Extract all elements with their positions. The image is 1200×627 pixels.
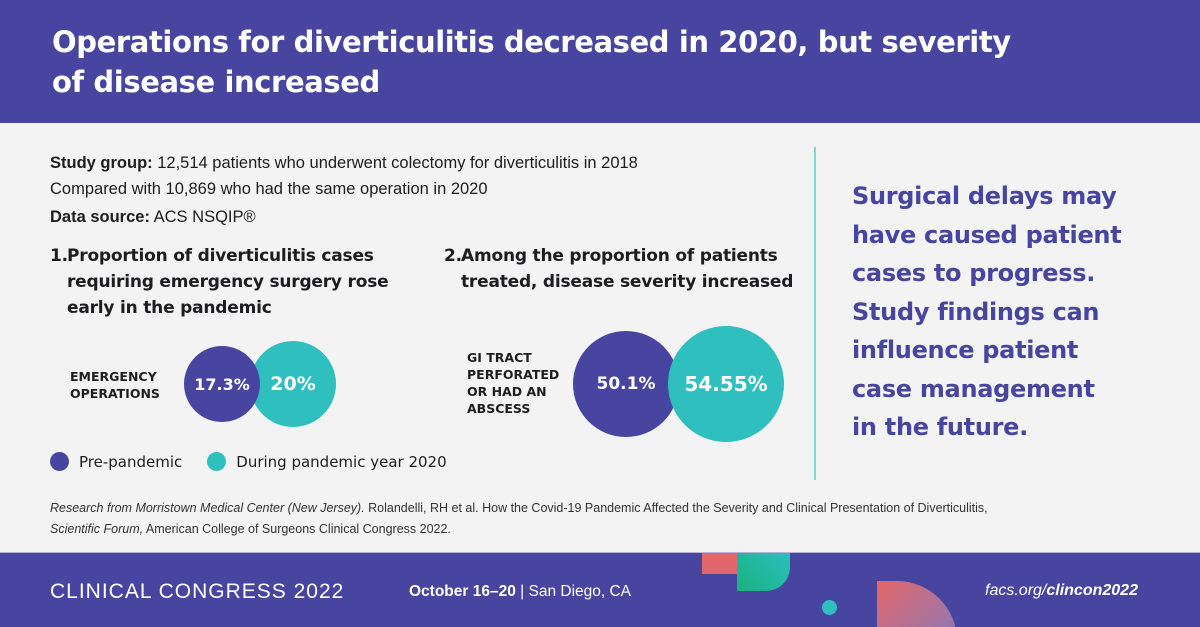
metric-label-line: EMERGENCY <box>70 369 157 384</box>
key-takeaway: Surgical delays may have caused patient ca… <box>852 177 1172 447</box>
decorative-gradient-d-shape-icon <box>877 581 957 627</box>
study-group-line: Study group: 12,514 patients who underwe… <box>50 150 638 176</box>
metric-label-line: OR HAD AN <box>467 384 547 399</box>
event-url-prefix: facs.org/ <box>985 582 1047 599</box>
study-group-text: 12,514 patients who underwent colectomy … <box>157 154 638 172</box>
decorative-green-leaf-icon <box>737 553 790 591</box>
section-1-heading: Proportion of diverticulitis cases requi… <box>67 246 389 318</box>
legend-dot-during-pandemic-icon <box>207 452 227 471</box>
page-title: Operations for diverticulitis decreased … <box>52 25 1011 99</box>
section-2-pre-value: 50.1% <box>596 374 656 394</box>
takeaway-line: have caused patient <box>852 220 1122 249</box>
takeaway-line: in the future. <box>852 413 1028 441</box>
metric-label-line: OPERATIONS <box>70 386 160 401</box>
metric-label-line: ABSCESS <box>467 401 531 416</box>
takeaway-line: cases to progress. <box>852 259 1096 287</box>
event-location: San Diego, CA <box>528 583 632 600</box>
citation-line-2: Scientific Forum, American College of Su… <box>50 519 988 540</box>
legend-dot-pre-pandemic-icon <box>50 452 69 471</box>
event-date-range: October 16–20 <box>409 583 516 600</box>
takeaway-line: influence patient <box>852 336 1079 364</box>
emergency-operations-label: EMERGENCY OPERATIONS <box>70 368 160 402</box>
takeaway-line: case management <box>852 374 1095 403</box>
citation-reference: Rolandelli, RH et al. How the Covid-19 P… <box>364 501 988 515</box>
section-1-pre-value: 17.3% <box>194 374 250 394</box>
citation: Research from Morristown Medical Center … <box>50 498 988 540</box>
section-1-during-value: 20% <box>270 373 316 395</box>
study-info: Study group: 12,514 patients who underwe… <box>50 150 638 230</box>
event-separator: | <box>515 583 529 600</box>
event-dates: October 16–20 | San Diego, CA <box>409 583 631 601</box>
citation-congress: American College of Surgeons Clinical Co… <box>143 522 451 536</box>
decorative-red-square-icon <box>702 553 738 574</box>
section-2-during-value: 54.55% <box>684 372 768 396</box>
citation-line-1: Research from Morristown Medical Center … <box>50 498 988 519</box>
event-url-path: clincon2022 <box>1046 582 1138 599</box>
metric-label-line: PERFORATED <box>467 367 560 382</box>
data-source-line: Data source: ACS NSQIP® <box>50 204 638 230</box>
section-2-during-pandemic-bubble: 54.55% <box>668 326 784 442</box>
citation-source: Research from Morristown Medical Center … <box>50 501 365 515</box>
legend-label-pre-pandemic: Pre-pandemic <box>79 452 183 471</box>
study-group-label: Study group: <box>50 154 153 172</box>
data-source-label: Data source: <box>50 208 150 226</box>
decorative-teal-dot-icon <box>822 600 837 615</box>
takeaway-line: Surgical delays may <box>852 182 1117 210</box>
header-banner: Operations for diverticulitis decreased … <box>0 0 1200 123</box>
legend-item-pre-pandemic: Pre-pandemic <box>50 452 182 471</box>
section-1-during-pandemic-bubble: 20% <box>250 341 336 427</box>
gi-tract-perforated-label: GI TRACT PERFORATED OR HAD AN ABSCESS <box>467 349 559 417</box>
legend: Pre-pandemic During pandemic year 2020 <box>50 452 472 471</box>
event-brand: CLINICAL CONGRESS 2022 <box>50 580 345 603</box>
vertical-divider <box>814 147 816 480</box>
citation-forum: Scientific Forum, <box>50 522 144 536</box>
legend-label-during-pandemic: During pandemic year 2020 <box>236 452 447 471</box>
takeaway-line: Study findings can <box>852 297 1100 326</box>
event-url-link[interactable]: facs.org/clincon2022 <box>985 582 1138 600</box>
legend-item-during-pandemic: During pandemic year 2020 <box>207 452 447 471</box>
metric-label-line: GI TRACT <box>467 350 532 365</box>
data-source-text: ACS NSQIP® <box>153 208 256 226</box>
section-2-pre-pandemic-bubble: 50.1% <box>573 331 679 437</box>
section-1-pre-pandemic-bubble: 17.3% <box>184 346 260 422</box>
section-2-number: 2. <box>444 246 462 266</box>
footer-banner: CLINICAL CONGRESS 2022 October 16–20 | S… <box>0 552 1200 627</box>
section-2-title: 2. Among the proportion of patients trea… <box>444 243 804 295</box>
section-1-number: 1. <box>50 246 68 266</box>
section-1-title: 1. Proportion of diverticulitis cases re… <box>50 243 420 321</box>
study-compared-line: Compared with 10,869 who had the same op… <box>50 180 488 198</box>
section-2-heading: Among the proportion of patients treated… <box>461 246 794 292</box>
